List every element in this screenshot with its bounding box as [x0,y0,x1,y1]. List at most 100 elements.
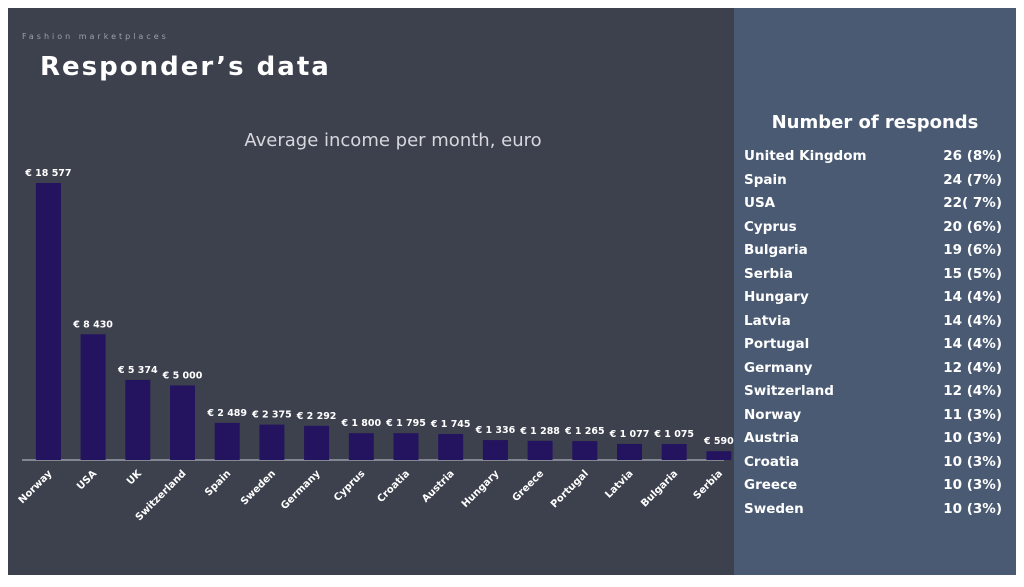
data-label: € 18 577 [24,168,71,179]
responds-country: Serbia [744,265,793,282]
responds-count: 10 (3%) [943,453,1002,470]
slide: Fashion marketplaces Responder’s data Av… [8,8,1016,575]
responds-row: Serbia 15 (5%) [744,266,1002,290]
responds-count: 14 (4%) [943,312,1002,329]
bar-greece [527,440,553,460]
responds-country: Switzerland [744,383,834,399]
responds-row: Croatia 10 (3%) [744,454,1002,478]
responds-country: Cyprus [744,218,797,235]
responds-count: 26 (8%) [943,148,1002,164]
responds-list: United Kingdom 26 (8%) Spain 24 (7%) USA 22( … [744,148,1002,524]
data-label: € 8 430 [72,319,113,330]
responds-row: USA 22( 7%) [744,195,1002,219]
responds-row: Spain 24 (7%) [744,172,1002,196]
responds-country: Greece [744,477,798,493]
responds-title: Number of responds [771,112,979,133]
responds-row: Germany 12 (4%) [744,360,1002,384]
chart-title: Average income per month, euro [244,130,542,151]
x-tick-label: Serbia [692,468,725,501]
responds-count: 10 (3%) [943,430,1002,446]
data-label: € 1 075 [653,429,694,440]
responds-row: Sweden 10 (3%) [744,501,1002,525]
data-label: € 1 265 [564,426,605,437]
responds-count: 12 (4%) [943,359,1002,376]
x-tick-label: Sweden [239,468,278,507]
x-tick-label: Greece [511,468,547,504]
responds-country: Hungary [744,289,809,305]
responds-count: 20 (6%) [943,218,1002,235]
bar-sweden [259,424,285,460]
data-label: € 1 288 [519,426,560,437]
responds-count: 14 (4%) [943,289,1002,305]
bar-croatia [393,433,419,460]
bar-norway [35,183,61,460]
responds-count: 15 (5%) [943,265,1002,282]
data-label: € 2 489 [206,408,247,419]
bar-serbia [706,451,732,460]
responds-country: Latvia [744,312,791,329]
responds-count: 24 (7%) [943,171,1002,188]
responds-count: 10 (3%) [943,500,1002,517]
responds-row: Cyprus 20 (6%) [744,219,1002,243]
section-eyebrow: Fashion marketplaces [22,32,169,41]
slide-title: Responder’s data [40,52,331,82]
data-label: € 1 795 [385,418,426,429]
data-label: € 1 077 [609,429,650,440]
responds-count: 22( 7%) [943,195,1002,211]
x-tick-label: Croatia [375,468,412,505]
responds-row: Norway 11 (3%) [744,407,1002,431]
bar-germany [304,425,330,460]
bar-usa [80,334,106,460]
responds-country: Spain [744,171,787,188]
x-tick-label: Latvia [603,468,635,500]
responds-row: United Kingdom 26 (8%) [744,148,1002,172]
responds-row: Portugal 14 (4%) [744,336,1002,360]
chart-panel: Fashion marketplaces Responder’s data Av… [8,8,734,575]
x-tick-label: Bulgaria [639,468,680,509]
responds-country: Croatia [744,453,800,470]
responds-row: Switzerland 12 (4%) [744,383,1002,407]
data-label: € 1 745 [430,419,471,430]
data-label: € 2 292 [296,411,337,422]
responds-count: 12 (4%) [943,383,1002,399]
responds-country: Sweden [744,500,804,517]
data-label: € 2 375 [251,410,292,421]
responds-row: Austria 10 (3%) [744,430,1002,454]
responds-count: 11 (3%) [943,406,1002,423]
responds-country: Austria [744,430,799,446]
bar-hungary [482,440,508,460]
data-label: € 590 [703,436,734,447]
x-tick-label: Cyprus [332,468,367,503]
responds-panel: Number of responds United Kingdom 26 (8%)… [734,8,1016,575]
income-bar-chart: € 18 577 Norway € 8 430 USA € 5 374 UK € 5 000… [17,168,734,523]
x-tick-label: Austria [420,468,457,505]
x-tick-label: USA [75,468,99,492]
bar-switzerland [170,385,195,460]
x-tick-label: Hungary [460,468,502,510]
responds-country: Norway [744,406,802,423]
x-tick-label: Norway [17,468,55,506]
bar-austria [438,434,464,460]
responds-count: 19 (6%) [943,242,1002,258]
data-label: € 1 800 [340,418,381,429]
data-label: € 5 374 [117,365,158,376]
responds-count: 14 (4%) [943,336,1002,352]
bar-cyprus [348,433,374,460]
data-label: € 5 000 [162,370,203,381]
responds-row: Latvia 14 (4%) [744,313,1002,337]
x-tick-label: Spain [203,468,233,498]
responds-row: Greece 10 (3%) [744,477,1002,501]
responds-country: United Kingdom [744,148,867,164]
x-tick-label: UK [125,467,145,487]
responds-country: Germany [744,359,813,376]
responds-country: Portugal [744,336,810,352]
bar-portugal [572,441,598,460]
responds-count: 10 (3%) [943,477,1002,493]
data-label: € 1 336 [475,425,516,436]
bar-spain [214,422,240,460]
x-tick-label: Germany [279,468,323,512]
bar-latvia [617,443,642,460]
responds-row: Hungary 14 (4%) [744,289,1002,313]
bar-bulgaria [661,444,687,460]
responds-row: Bulgaria 19 (6%) [744,242,1002,266]
